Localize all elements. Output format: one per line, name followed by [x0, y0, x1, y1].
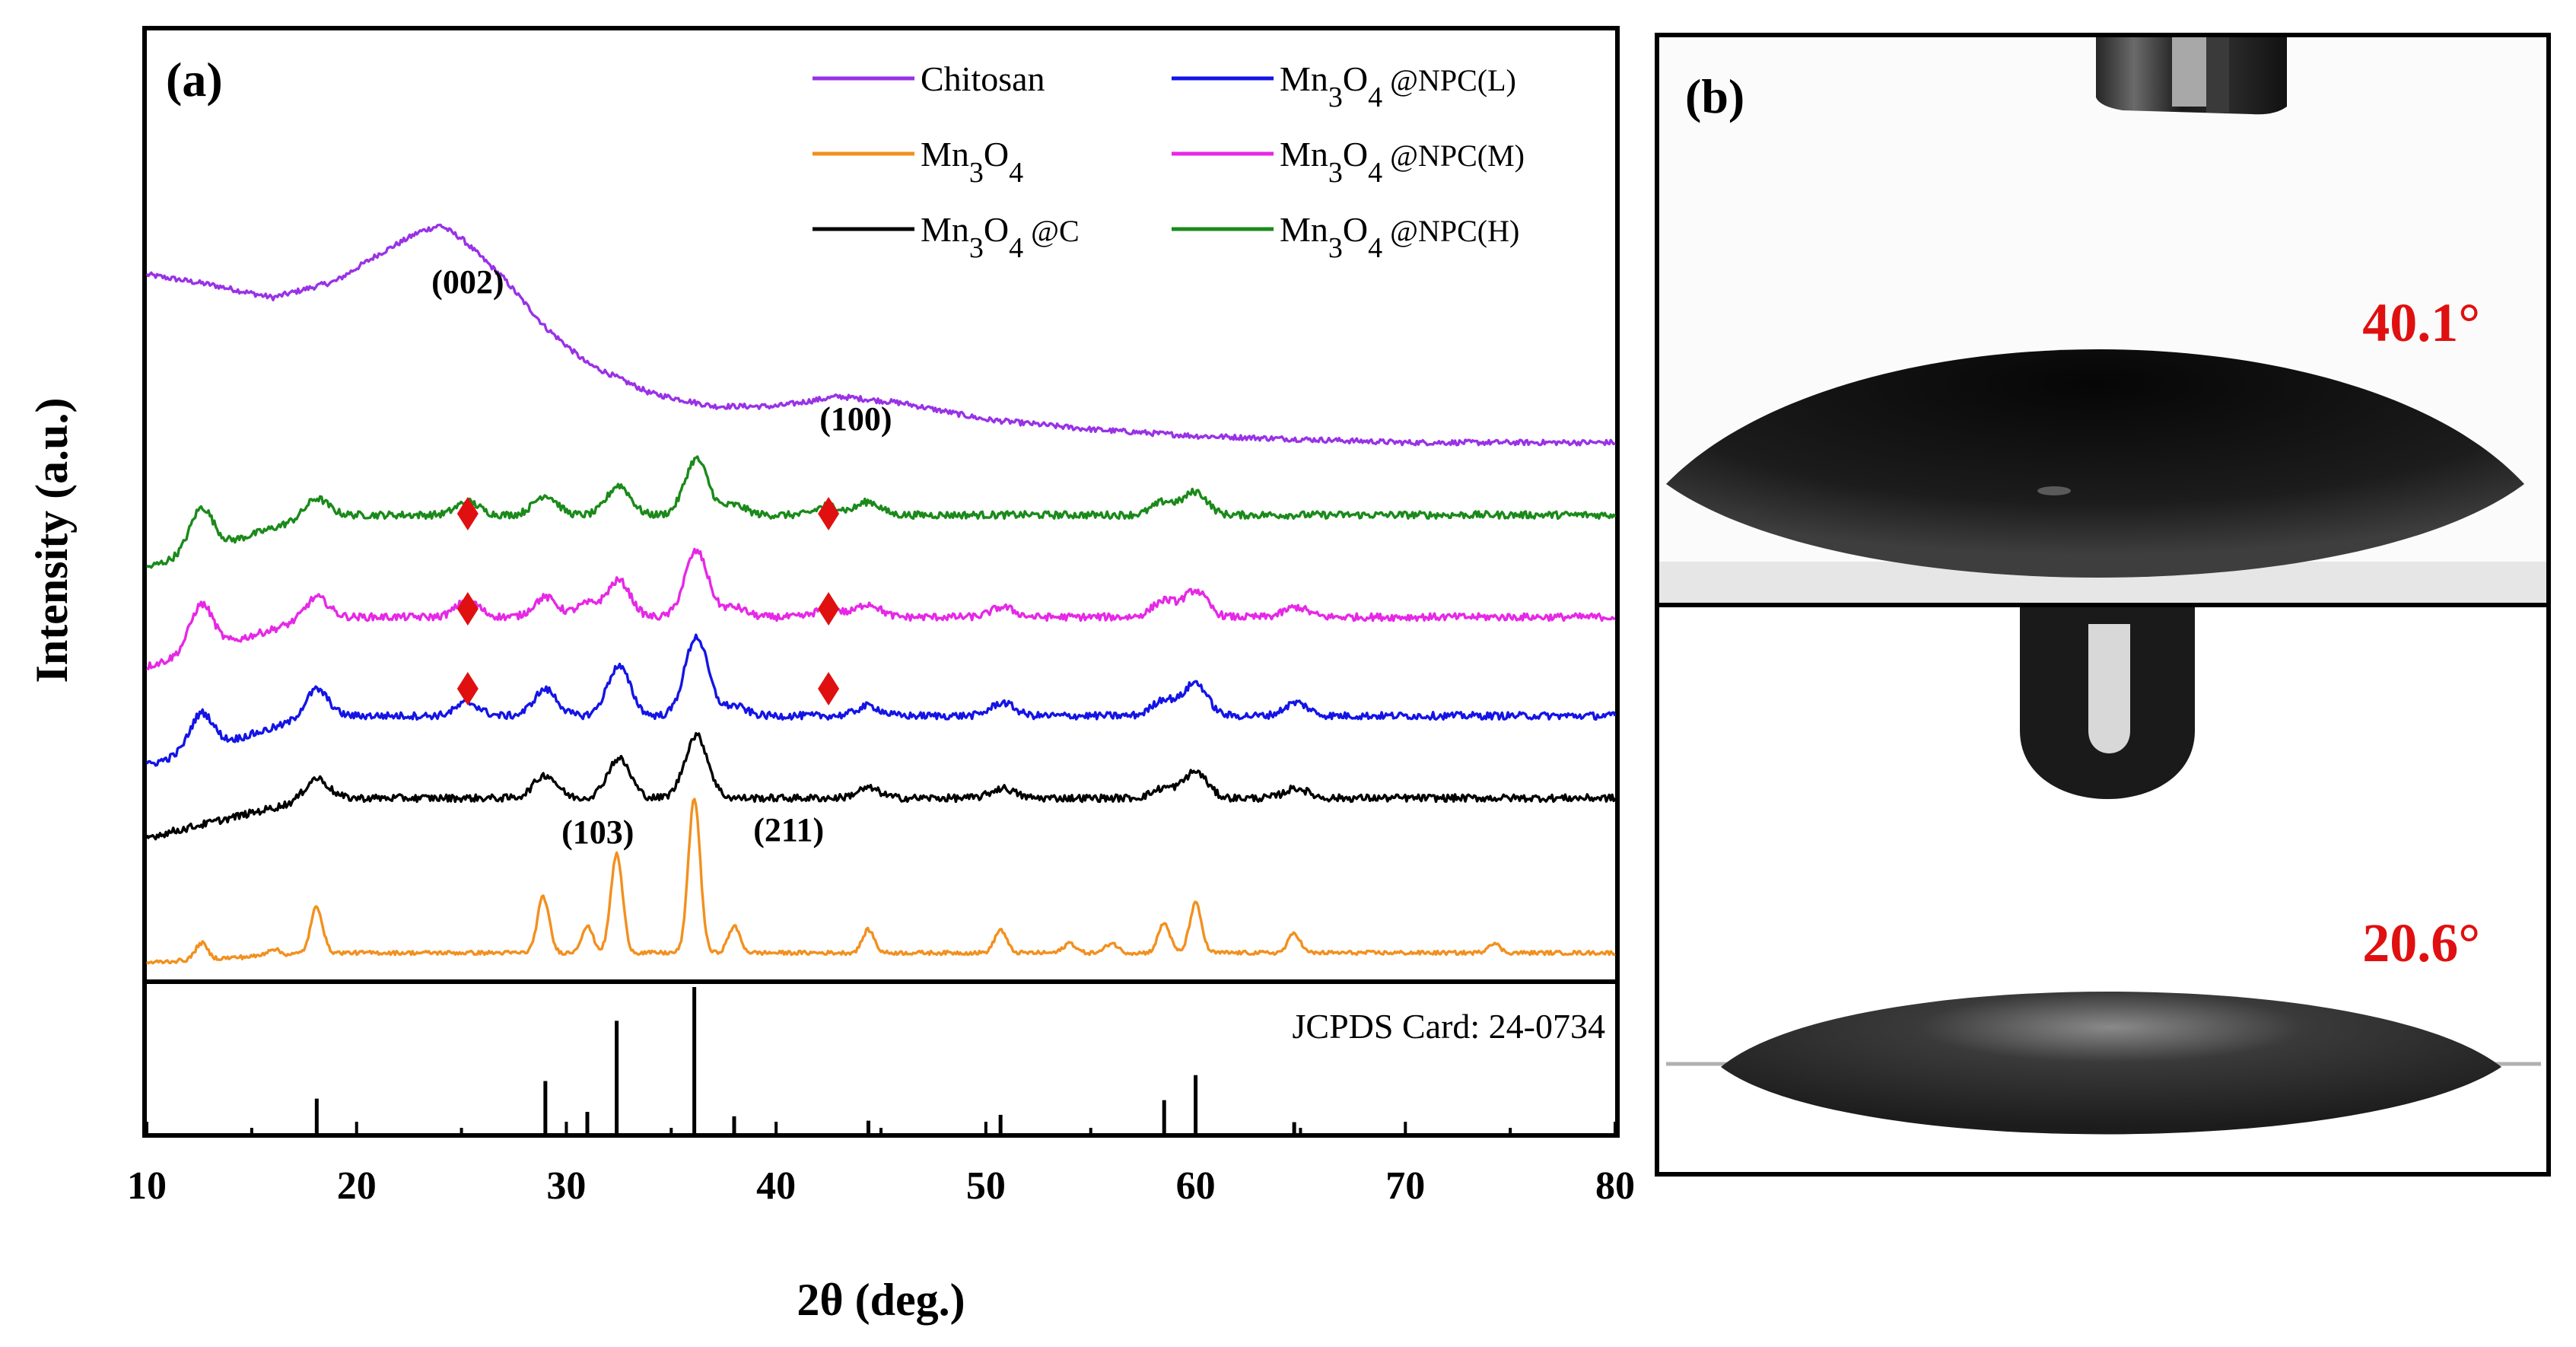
panel-a-label: (a) — [166, 53, 223, 107]
jcpds-label: JCPDS Card: 24-0734 — [1293, 1007, 1605, 1046]
peak-annotation: (100) — [819, 400, 892, 438]
contact-angle-photo-top — [1658, 37, 2547, 603]
contact-angle-top: 40.1° — [2362, 292, 2480, 353]
x-tick-label: 80 — [1595, 1164, 1635, 1208]
y-axis-label: Intensity (a.u.) — [27, 397, 77, 683]
peak-annotations: (002) (100) (103) (211) — [431, 263, 892, 851]
phase-marker-npc_h — [818, 497, 840, 530]
legend-label-npc_h: Mn3O4 @NPC(H) — [1280, 210, 1519, 264]
legend: Chitosan Mn3O4 @NPC(L) Mn3O4 Mn3O4 @NPC(M) M… — [813, 59, 1525, 264]
panel-b-label: (b) — [1685, 69, 1744, 123]
x-tick-label: 40 — [756, 1164, 796, 1208]
legend-label-mn3o4_c: Mn3O4 @C — [921, 210, 1080, 264]
peak-annotation: (002) — [431, 263, 504, 301]
panel-b-frame — [1655, 33, 2551, 1177]
reference-bars — [314, 987, 1296, 1134]
legend-label-npc_m: Mn3O4 @NPC(M) — [1280, 135, 1525, 189]
x-tick-label: 10 — [127, 1164, 167, 1208]
peak-annotation: (211) — [753, 811, 824, 849]
phase-marker-npc_l — [818, 672, 840, 705]
panel-b: (b) 40.1° 20.6° — [1655, 33, 2551, 1177]
x-axis: 10 20 30 40 50 60 70 80 — [127, 1122, 1635, 1208]
legend-label-npc_l: Mn3O4 @NPC(L) — [1280, 59, 1516, 113]
phase-markers — [456, 497, 840, 705]
x-tick-label: 50 — [966, 1164, 1006, 1208]
phase-marker-npc_h — [456, 497, 479, 530]
contact-angle-bottom: 20.6° — [2362, 912, 2480, 973]
x-tick-label: 20 — [337, 1164, 377, 1208]
phase-marker-npc_m — [456, 592, 479, 626]
peak-annotation: (103) — [561, 814, 634, 851]
x-tick-label: 70 — [1385, 1164, 1425, 1208]
water-droplet-bottom — [1721, 992, 2501, 1135]
needle-inner-highlight — [2088, 624, 2130, 753]
water-droplet-top — [1666, 349, 2524, 578]
dispensing-needle-top — [2096, 37, 2287, 115]
series-line-chitosan — [145, 223, 1616, 447]
phase-marker-npc_m — [818, 592, 840, 626]
panel-a: (a) Chitosan Mn3O4 @NPC(L) Mn3O4 Mn3O4 @NPC… — [27, 26, 1635, 1325]
series-line-npc_m — [146, 547, 1616, 670]
xrd-lines — [145, 223, 1617, 965]
reference-panel-frame — [142, 979, 1620, 1138]
legend-label-mn3o4: Mn3O4 — [921, 135, 1023, 189]
series-line-npc_h — [145, 455, 1617, 569]
series-line-mn3o4 — [145, 798, 1616, 965]
x-tick-label: 30 — [546, 1164, 586, 1208]
legend-label-chitosan: Chitosan — [921, 59, 1045, 98]
droplet-highlight-top — [2037, 486, 2071, 495]
series-line-npc_l — [145, 633, 1617, 767]
phase-marker-npc_l — [456, 672, 479, 705]
x-axis-label: 2θ (deg.) — [797, 1275, 965, 1325]
x-tick-label: 60 — [1176, 1164, 1216, 1208]
contact-angle-photo-bottom — [1658, 607, 2547, 1172]
series-line-mn3o4_c — [145, 731, 1617, 841]
